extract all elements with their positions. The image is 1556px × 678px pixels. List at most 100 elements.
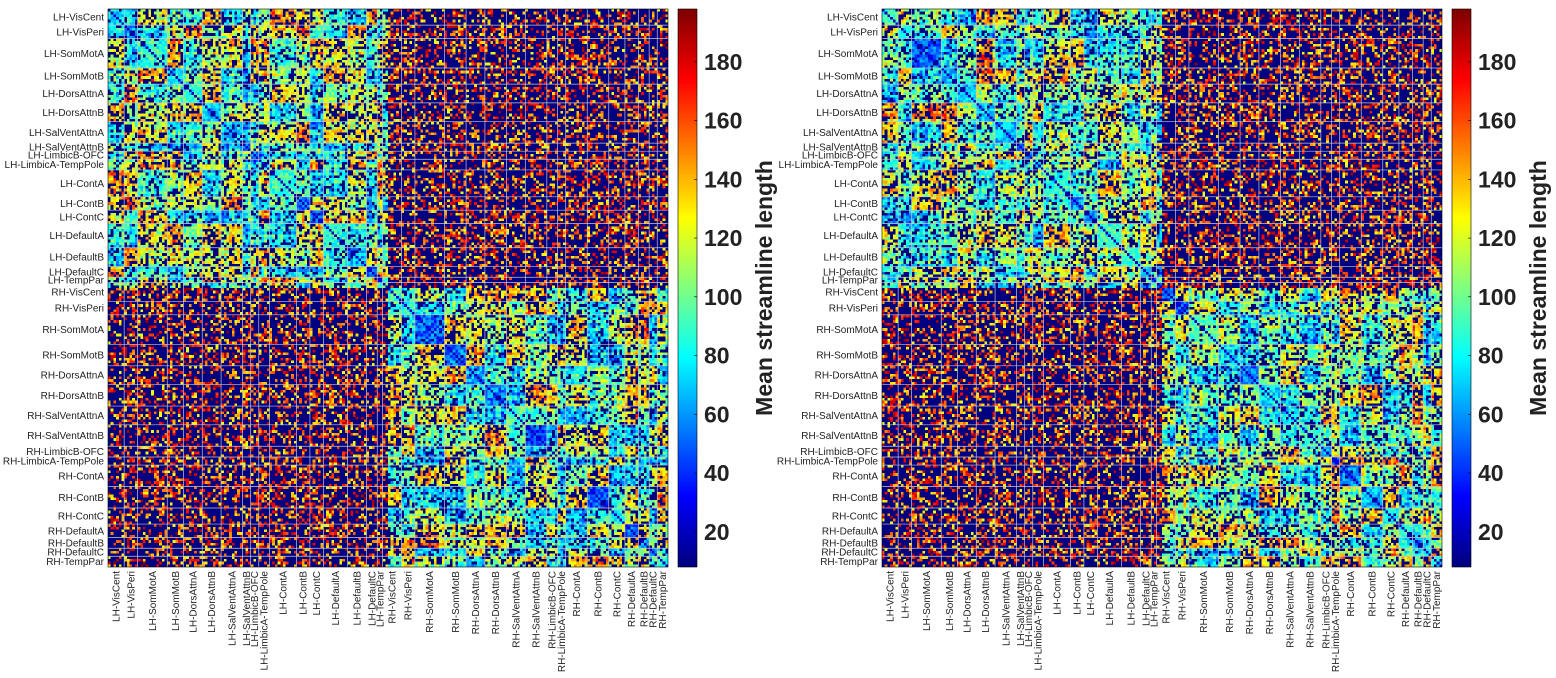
column-label: LH-DefaultB bbox=[1127, 571, 1138, 626]
colorbar-ticks-right: 20 40 60 80 100 120 140 160 180 bbox=[1468, 49, 1516, 545]
column-label: LH-SomMotA bbox=[922, 571, 933, 631]
column-label: RH-VisPeri bbox=[1178, 571, 1189, 620]
row-label: RH-LimbicA-TempPole bbox=[3, 457, 105, 468]
column-label: LH-DefaultA bbox=[1105, 571, 1116, 626]
row-label: LH-ContC bbox=[60, 212, 104, 223]
heatmap-frame-right bbox=[881, 8, 1443, 568]
column-label: RH-SomMotB bbox=[1225, 571, 1236, 633]
column-label: LH-SalVentAttnB bbox=[242, 571, 253, 646]
row-label: RH-SalVentAttnA bbox=[27, 411, 104, 422]
row-label: RH-SomMotB bbox=[42, 351, 104, 362]
colorbar-tick-label: 160 bbox=[1478, 108, 1516, 134]
row-label: LH-VisCent bbox=[827, 13, 878, 24]
column-label: LH-TempPar bbox=[1149, 570, 1160, 627]
row-label: RH-DorsAttnB bbox=[815, 391, 879, 402]
heatmap-panel-left: LH-VisCentLH-VisPeriLH-SomMotALH-SomMotB… bbox=[3, 8, 777, 673]
row-label: LH-VisPeri bbox=[56, 27, 104, 38]
column-label: RH-DorsAttnB bbox=[491, 571, 502, 635]
colorbar-tick-label: 40 bbox=[1478, 460, 1504, 486]
row-label: RH-ContC bbox=[58, 512, 104, 523]
column-label: LH-LimbicB-OFC bbox=[250, 571, 261, 647]
row-label: RH-SomMotA bbox=[816, 325, 878, 336]
row-label: LH-DorsAttnB bbox=[42, 108, 104, 119]
colorbar-tick-label: 180 bbox=[1478, 49, 1516, 75]
colorbar-tick-label: 60 bbox=[1478, 401, 1504, 427]
row-labels-right: LH-VisCent LH-VisPeri LH-SomMotA LH-SomMotB… bbox=[777, 13, 879, 569]
colorbar-label-left: Mean streamline length bbox=[751, 160, 777, 416]
row-label: LH-DorsAttnA bbox=[816, 89, 878, 100]
row-label: LH-ContB bbox=[60, 199, 104, 210]
row-label: LH-LimbicB-OFC bbox=[28, 151, 104, 162]
colorbar-tick-label: 140 bbox=[1478, 166, 1516, 192]
column-label: RH-DorsAttnA bbox=[1245, 571, 1256, 635]
row-label: RH-LimbicA-TempPole bbox=[777, 457, 879, 468]
row-label: LH-DefaultC bbox=[49, 267, 104, 278]
row-label: RH-SalVentAttnA bbox=[801, 411, 878, 422]
row-label: LH-ContC bbox=[834, 212, 878, 223]
row-label: LH-DefaultA bbox=[50, 231, 105, 242]
row-label: LH-SomMotA bbox=[818, 49, 878, 60]
column-label: LH-ContC bbox=[1086, 571, 1097, 615]
heatmap-image-left bbox=[108, 9, 668, 567]
row-label: RH-DefaultB bbox=[48, 538, 104, 549]
row-label: LH-DorsAttnB bbox=[816, 108, 878, 119]
row-label: LH-SalVentAttnB bbox=[29, 143, 104, 154]
column-label: LH-DefaultB bbox=[353, 571, 364, 626]
row-label: RH-DorsAttnA bbox=[41, 371, 105, 382]
column-label: RH-DefaultA bbox=[1401, 571, 1412, 627]
colorbar-label-right: Mean streamline length bbox=[1525, 160, 1551, 416]
row-label: LH-VisCent bbox=[53, 13, 104, 24]
row-label: LH-DefaultB bbox=[50, 253, 105, 264]
colorbar-tick-label: 60 bbox=[704, 401, 730, 427]
column-label: LH-SomMotB bbox=[945, 571, 956, 631]
colorbar-tick-label: 120 bbox=[704, 225, 742, 251]
column-label: LH-DorsAttnA bbox=[188, 571, 199, 633]
column-label: RH-SomMotB bbox=[451, 571, 462, 633]
column-label: RH-SalVentAttnA bbox=[1285, 571, 1296, 648]
column-label: LH-DefaultC bbox=[367, 571, 378, 626]
row-label: RH-SomMotB bbox=[816, 351, 878, 362]
row-label: RH-SomMotA bbox=[42, 325, 104, 336]
row-label: RH-VisPeri bbox=[829, 304, 878, 315]
row-label: RH-ContB bbox=[58, 493, 104, 504]
column-label: RH-SalVentAttnB bbox=[532, 571, 543, 648]
row-label: LH-LimbicA-TempPole bbox=[5, 160, 105, 171]
row-label: RH-DefaultC bbox=[821, 548, 878, 559]
column-label: LH-ContA bbox=[1053, 571, 1064, 615]
column-label: RH-ContC bbox=[1386, 571, 1397, 617]
row-label: RH-SalVentAttnB bbox=[801, 431, 878, 442]
column-label: RH-DefaultC bbox=[649, 571, 660, 628]
column-label: RH-SomMotA bbox=[425, 571, 436, 633]
column-label: LH-VisPeri bbox=[900, 571, 911, 619]
column-label: LH-SomMotB bbox=[171, 571, 182, 631]
row-label: LH-SalVentAttnA bbox=[803, 128, 878, 139]
column-label: RH-VisCent bbox=[1162, 571, 1173, 624]
column-label: LH-ContC bbox=[312, 571, 323, 615]
row-label: LH-SomMotB bbox=[44, 72, 104, 83]
column-label: RH-VisPeri bbox=[404, 571, 415, 620]
row-label: LH-TempPar bbox=[48, 275, 105, 286]
column-label: LH-VisPeri bbox=[126, 571, 137, 619]
colorbar-tick-label: 160 bbox=[704, 108, 742, 134]
column-label: RH-ContA bbox=[572, 571, 583, 617]
row-label: RH-ContB bbox=[832, 493, 878, 504]
colorbar-tick-label: 140 bbox=[704, 166, 742, 192]
row-label: RH-DorsAttnA bbox=[815, 371, 879, 382]
row-label: RH-VisPeri bbox=[55, 304, 104, 315]
column-label: RH-TempPar bbox=[658, 570, 669, 628]
column-label: RH-DefaultB bbox=[1413, 571, 1424, 627]
heatmap-frame-left bbox=[107, 8, 669, 568]
column-label: RH-LimbicB-OFC bbox=[1322, 571, 1333, 649]
colorbar-right bbox=[1452, 9, 1471, 567]
column-label: LH-VisCent bbox=[112, 571, 123, 622]
row-label: RH-DefaultA bbox=[48, 526, 104, 537]
column-label: RH-DefaultA bbox=[627, 571, 638, 627]
column-label: RH-SomMotA bbox=[1199, 571, 1210, 633]
column-label: RH-TempPar bbox=[1432, 570, 1443, 628]
row-label: RH-ContC bbox=[832, 512, 878, 523]
row-label: LH-ContA bbox=[60, 179, 104, 190]
column-label: RH-LimbicA-TempPole bbox=[557, 571, 568, 673]
row-label: RH-ContA bbox=[832, 471, 878, 482]
row-label: RH-LimbicB-OFC bbox=[26, 447, 104, 458]
